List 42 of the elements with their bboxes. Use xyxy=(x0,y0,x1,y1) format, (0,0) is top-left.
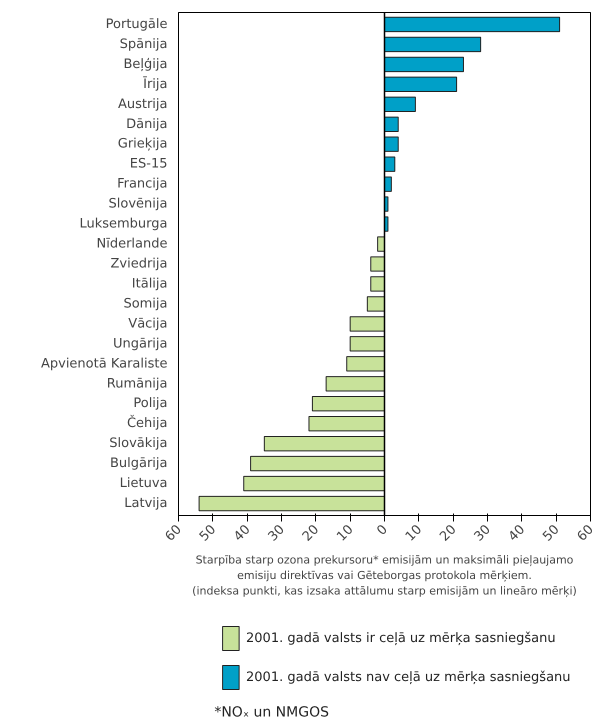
x-tick-label: 20 xyxy=(437,522,460,545)
y-tick-label: Ungārija xyxy=(112,336,168,352)
y-tick-label: Spānija xyxy=(120,36,168,52)
y-tick-label: Īrija xyxy=(143,76,168,92)
y-tick-label: Somija xyxy=(123,296,168,312)
x-tick-label: 30 xyxy=(472,522,494,545)
y-tick-label: Luksemburga xyxy=(79,216,168,232)
y-tick-label: Bulgārija xyxy=(110,456,168,472)
y-tick-label: Slovākija xyxy=(109,436,168,452)
x-tick-label: 10 xyxy=(334,522,357,545)
x-tick-label: 40 xyxy=(231,522,254,545)
y-tick-label: Apvienotā Karaliste xyxy=(41,356,168,372)
y-tick-label: Zviedrija xyxy=(110,256,168,272)
y-tick-label: Vācija xyxy=(128,316,168,332)
y-tick-label: Nīderlande xyxy=(96,236,168,252)
y-tick-label: Lietuva xyxy=(120,476,168,492)
legend-label: 2001. gadā valsts ir ceļā uz mērķa sasniegšanu xyxy=(246,631,556,646)
y-tick-label: Dānija xyxy=(126,116,168,132)
x-tick-label: 50 xyxy=(196,522,220,545)
x-tick-label: 0 xyxy=(374,522,391,539)
x-tick-label: 40 xyxy=(506,522,528,545)
y-tick-label: Austrija xyxy=(118,96,168,112)
y-tick-label: Slovēnija xyxy=(108,196,168,212)
y-tick-label: Beļģija xyxy=(124,56,168,72)
y-tick-label: ES-15 xyxy=(130,156,168,172)
y-tick-label: Rumānija xyxy=(106,376,168,392)
y-tick-label: Itālija xyxy=(132,276,168,292)
x-tick-label: 30 xyxy=(266,522,288,545)
x-tick-label: 60 xyxy=(162,522,185,545)
legend-label: 2001. gadā valsts nav ceļā uz mērķa sasniegšanu xyxy=(246,670,571,685)
text: *NOₓ un NMGOS xyxy=(214,704,330,720)
x-tick-label: 60 xyxy=(574,522,597,545)
y-tick-label: Portugāle xyxy=(106,16,168,32)
x-tick-label: 10 xyxy=(402,522,426,545)
x-axis-title: Starpība starp ozona prekursoru* emisijām un maksimāli pieļaujamo emisiju direktīvas vai Gēteborgas protokola mērķiem. (indeksa punkti, kas izsaka attālumu starp emisijām un lineāro mērķi) xyxy=(192,553,577,598)
x-tick-label: 20 xyxy=(300,522,322,545)
y-tick-label: Francija xyxy=(117,176,168,192)
y-tick-label: Grieķija xyxy=(118,136,168,152)
x-tick-label: 50 xyxy=(540,522,563,545)
y-tick-label: Polija xyxy=(133,396,168,412)
y-tick-label: Latvija xyxy=(124,496,168,512)
y-tick-label: Čehija xyxy=(126,414,168,432)
